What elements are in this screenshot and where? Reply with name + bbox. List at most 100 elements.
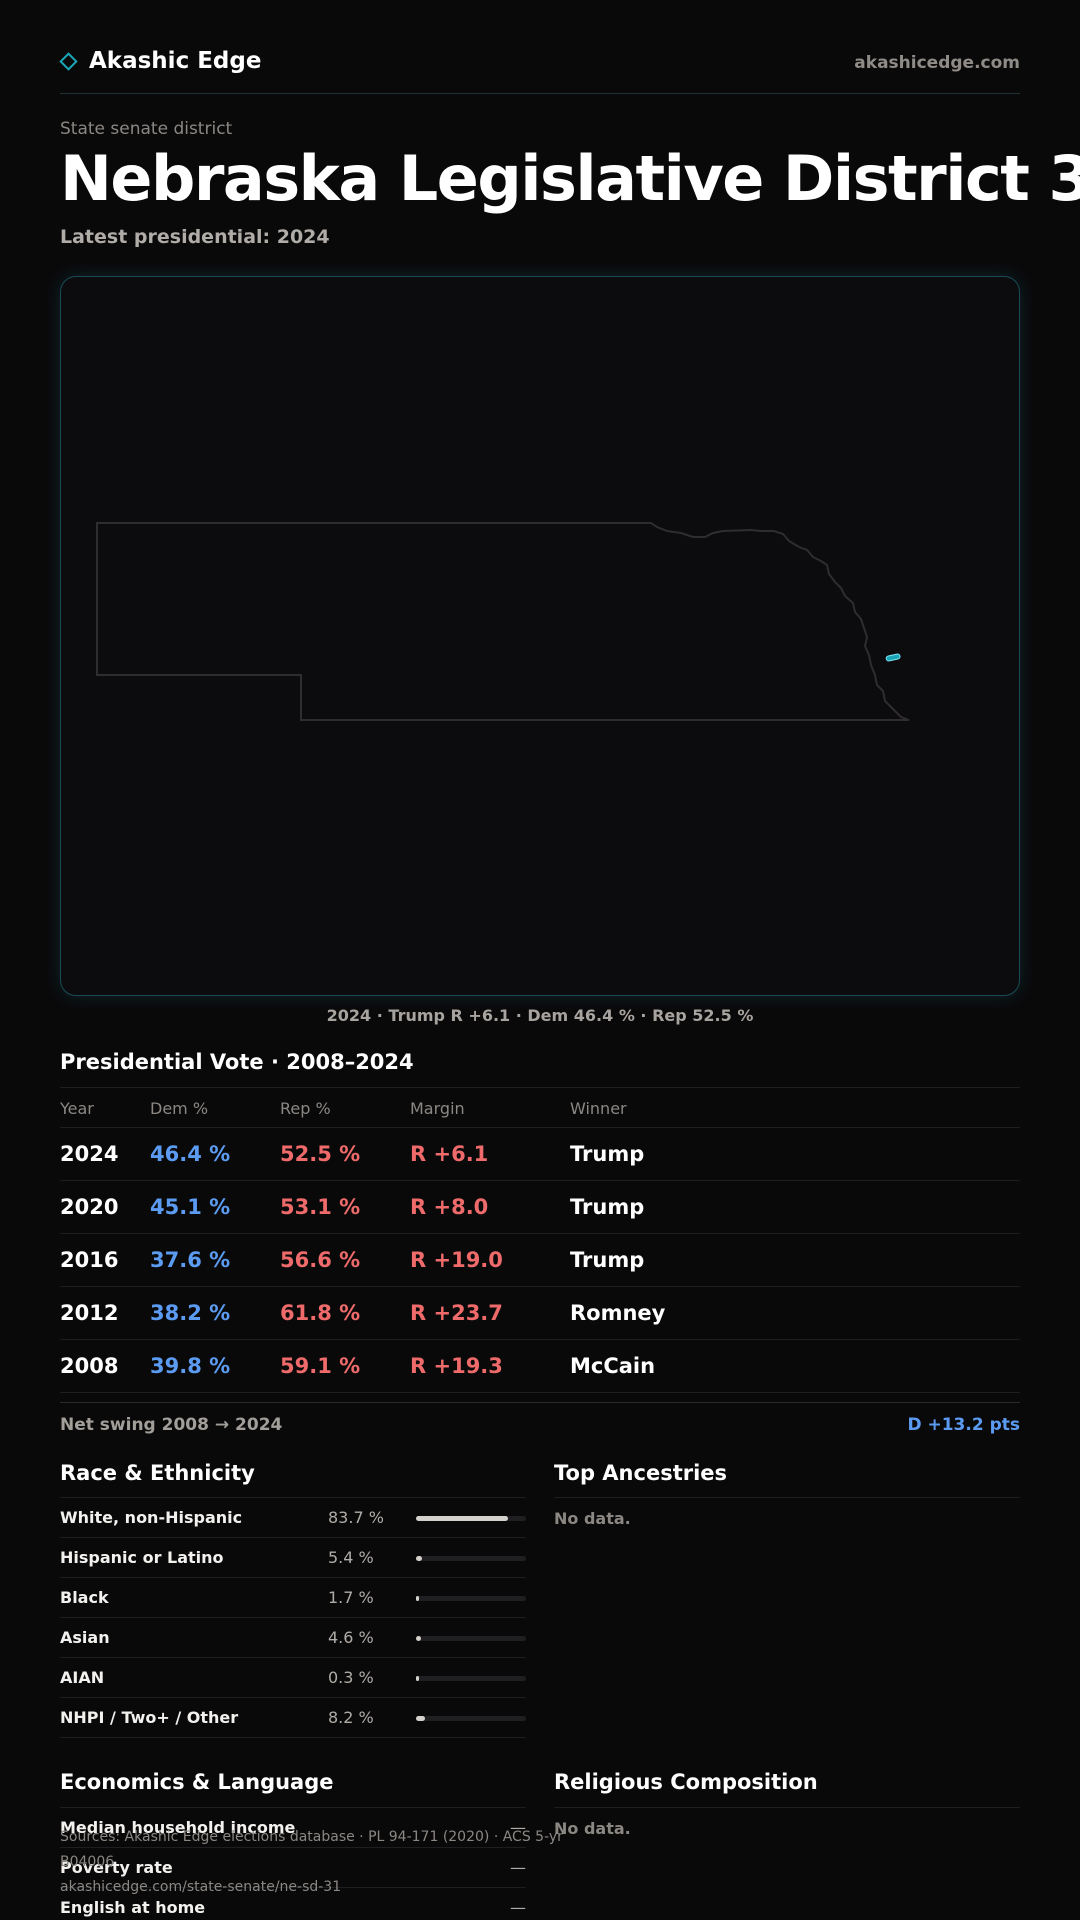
page-footer: Sources: Akashic Edge elections database… [60,1825,600,1900]
map-caption: 2024 · Trump R +6.1 · Dem 46.4 % · Rep 5… [326,1006,754,1025]
econ-row: English at home — [60,1888,526,1920]
race-bar-track [416,1636,526,1641]
margin-cell: R +19.3 [410,1354,503,1378]
race-percent: 5.4 % [328,1548,374,1567]
sources-line: Sources: Akashic Edge elections database… [60,1829,563,1870]
religion-empty: No data. [554,1819,631,1838]
race-percent: 4.6 % [328,1628,374,1647]
economics-section-title: Economics & Language [60,1770,334,1794]
dem-cell: 45.1 % [150,1195,231,1219]
divider [60,1087,1020,1088]
race-bar-fill [416,1556,422,1561]
brand-link[interactable]: Akashic Edge [59,48,262,74]
col-dem: Dem % [150,1099,209,1118]
winner-cell: Trump [570,1142,645,1166]
winner-cell: Romney [570,1301,666,1325]
diamond-logo-icon [59,51,78,71]
brand-name: Akashic Edge [89,48,262,74]
table-row: 2024 46.4 % 52.5 % R +6.1 Trump [60,1128,1020,1181]
race-label: Black [60,1588,109,1607]
presidential-section-title: Presidential Vote · 2008–2024 [60,1050,414,1074]
econ-value: — [510,1818,526,1837]
econ-value: — [510,1898,526,1917]
year-cell: 2020 [60,1195,119,1219]
econ-row: Poverty rate — [60,1848,526,1888]
winner-cell: Trump [570,1248,645,1272]
margin-cell: R +23.7 [410,1301,503,1325]
nebraska-map [96,522,927,721]
year-cell: 2012 [60,1301,119,1325]
race-bar-track [416,1516,526,1521]
year-cell: 2016 [60,1248,119,1272]
dem-cell: 46.4 % [150,1142,231,1166]
econ-label: Median household income [60,1818,296,1837]
race-percent: 8.2 % [328,1708,374,1727]
rep-cell: 53.1 % [280,1195,361,1219]
race-row: AIAN 0.3 % [60,1658,526,1698]
race-label: Hispanic or Latino [60,1548,224,1567]
col-margin: Margin [410,1099,465,1118]
race-bar-fill [416,1596,419,1601]
dem-cell: 37.6 % [150,1248,231,1272]
district-type: State senate district [60,119,233,139]
year-cell: 2008 [60,1354,119,1378]
col-rep: Rep % [280,1099,331,1118]
econ-label: English at home [60,1898,206,1917]
district-31-highlight[interactable] [885,653,901,662]
race-percent: 1.7 % [328,1588,374,1607]
district-map[interactable] [60,276,1020,996]
race-bar-track [416,1716,526,1721]
net-swing-label: Net swing 2008 → 2024 [60,1415,283,1435]
footer-url[interactable]: akashicedge.com/state-senate/ne-sd-31 [60,1879,342,1895]
race-bar-fill [416,1516,508,1521]
race-bar-track [416,1676,526,1681]
page-title: Nebraska Legislative District 31 [60,142,1080,215]
latest-election: Latest presidential: 2024 [60,226,330,248]
rep-cell: 61.8 % [280,1301,361,1325]
site-link[interactable]: akashicedge.com [854,53,1020,73]
divider [60,1807,526,1808]
table-row: 2012 38.2 % 61.8 % R +23.7 Romney [60,1287,1020,1340]
rep-cell: 56.6 % [280,1248,361,1272]
rep-cell: 52.5 % [280,1142,361,1166]
table-row: 2020 45.1 % 53.1 % R +8.0 Trump [60,1181,1020,1234]
race-row: White, non-Hispanic 83.7 % [60,1498,526,1538]
race-label: Asian [60,1628,110,1647]
race-label: White, non-Hispanic [60,1508,243,1527]
table-header: Year Dem % Rep % Margin Winner [60,1087,1020,1128]
col-year: Year [60,1099,94,1118]
rep-cell: 59.1 % [280,1354,361,1378]
race-bar-fill [416,1676,419,1681]
race-table: White, non-Hispanic 83.7 % Hispanic or Lat… [60,1498,526,1738]
net-swing-value: D +13.2 pts [907,1415,1020,1435]
margin-cell: R +6.1 [410,1142,489,1166]
race-percent: 83.7 % [328,1508,384,1527]
race-row: NHPI / Two+ / Other 8.2 % [60,1698,526,1738]
presidential-table: Year Dem % Rep % Margin Winner 2024 46.4… [60,1087,1020,1393]
winner-cell: Trump [570,1195,645,1219]
margin-cell: R +19.0 [410,1248,503,1272]
religion-section-title: Religious Composition [554,1770,818,1794]
ancestries-empty: No data. [554,1509,631,1528]
race-label: NHPI / Two+ / Other [60,1708,239,1727]
margin-cell: R +8.0 [410,1195,489,1219]
nebraska-state-outline [97,523,927,720]
table-row: 2008 39.8 % 59.1 % R +19.3 McCain [60,1340,1020,1393]
ancestries-section-title: Top Ancestries [554,1461,728,1485]
winner-cell: McCain [570,1354,656,1378]
nebraska-border [96,522,910,721]
race-percent: 0.3 % [328,1668,374,1687]
race-section-title: Race & Ethnicity [60,1461,255,1485]
race-row: Black 1.7 % [60,1578,526,1618]
race-bar-track [416,1556,526,1561]
race-row: Asian 4.6 % [60,1618,526,1658]
econ-label: Poverty rate [60,1858,173,1877]
divider [60,1497,526,1498]
economics-table: Median household income — Poverty rate —… [60,1808,526,1920]
race-bar-track [416,1596,526,1601]
dem-cell: 38.2 % [150,1301,231,1325]
econ-value: — [510,1858,526,1877]
col-winner: Winner [570,1099,627,1118]
race-bar-fill [416,1716,425,1721]
divider [554,1497,1020,1498]
